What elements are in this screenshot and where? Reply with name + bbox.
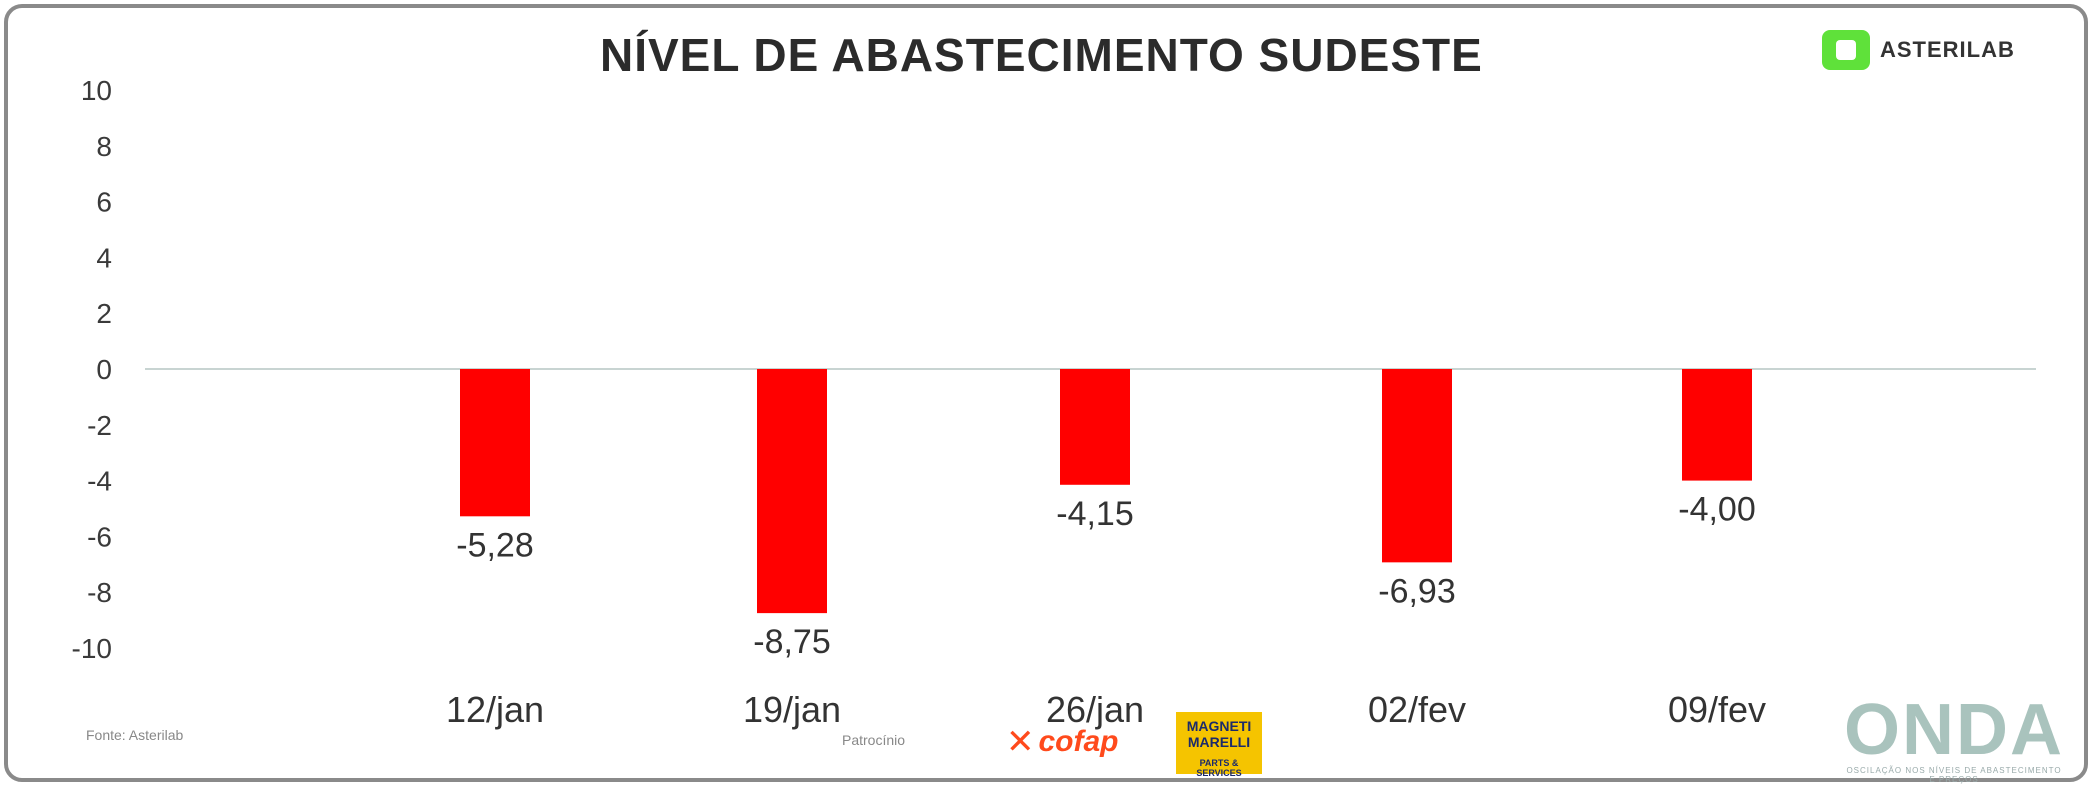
x-tick-label: 19/jan (743, 689, 841, 730)
data-label: -4,00 (1678, 491, 1756, 529)
data-label: -8,75 (753, 623, 831, 661)
chart-title: NÍVEL DE ABASTECIMENTO SUDESTE (600, 29, 1483, 81)
x-tick-label: 09/fev (1668, 689, 1766, 730)
x-tick-label: 12/jan (446, 689, 544, 730)
brand-logo: ASTERILAB (1822, 28, 2042, 72)
cofap-logo-text: cofap (1038, 725, 1119, 758)
cofap-mark-icon: ✕ (1006, 723, 1035, 761)
y-tick-label: 8 (96, 131, 112, 162)
y-tick-label: 6 (96, 187, 112, 218)
onda-logo-text: ONDA (1844, 690, 2064, 770)
data-label: -4,15 (1056, 495, 1134, 533)
brand-mark-icon (1822, 30, 1870, 70)
bar-09-fev (1682, 369, 1752, 481)
y-tick-label: -2 (87, 410, 112, 441)
magneti-marelli-logo: MAGNETI MARELLI PARTS & SERVICES (1176, 712, 1262, 778)
magneti-marelli-name: MAGNETI MARELLI (1186, 718, 1252, 750)
y-tick-label: -4 (87, 466, 112, 497)
y-tick-label: -10 (72, 633, 112, 664)
bar-26-jan (1060, 369, 1130, 485)
cofap-logo: ✕ cofap (1006, 722, 1119, 762)
y-tick-label: 0 (96, 354, 112, 385)
onda-logo-tagline: OSCILAÇÃO NOS NÍVEIS DE ABASTECIMENTO E … (1846, 766, 2062, 784)
sponsor-note: Patrocínio (842, 732, 906, 748)
data-label: -6,93 (1378, 572, 1456, 610)
bar-19-jan (757, 369, 827, 614)
y-tick-label: 10 (81, 75, 112, 106)
magneti-marelli-tagline: PARTS & SERVICES (1196, 758, 1242, 778)
onda-logo: ONDA OSCILAÇÃO NOS NÍVEIS DE ABASTECIMEN… (1844, 694, 2064, 784)
y-tick-label: 2 (96, 298, 112, 329)
bar-12-jan (460, 369, 530, 517)
bar-02-fev (1382, 369, 1452, 563)
data-label: -5,28 (456, 526, 534, 564)
x-tick-label: 26/jan (1046, 689, 1144, 730)
brand-name: ASTERILAB (1880, 37, 2015, 62)
chart-frame (4, 4, 2088, 782)
x-tick-label: 02/fev (1368, 689, 1466, 730)
y-tick-label: 4 (96, 242, 112, 273)
y-tick-label: -6 (87, 521, 112, 552)
source-note: Fonte: Asterilab (86, 727, 184, 743)
y-tick-label: -8 (87, 577, 112, 608)
